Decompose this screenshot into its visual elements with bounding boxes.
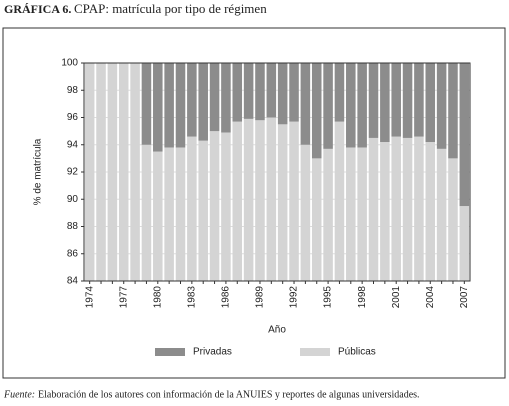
legend-label: Privadas bbox=[193, 347, 232, 358]
bar-segment bbox=[311, 63, 322, 159]
bar-segment bbox=[107, 63, 118, 281]
bar-segment bbox=[289, 121, 299, 282]
x-tick-label: 1995 bbox=[323, 286, 334, 309]
bar-segment bbox=[391, 63, 401, 137]
bar-segment bbox=[164, 147, 174, 281]
legend-swatch bbox=[155, 348, 185, 356]
bar-segment bbox=[368, 137, 379, 281]
bar-segment bbox=[448, 158, 458, 281]
bar-segment bbox=[346, 147, 356, 281]
bar-segment bbox=[402, 137, 413, 281]
bar-segment bbox=[277, 63, 288, 125]
bar-segment bbox=[266, 63, 277, 118]
bar-segment bbox=[255, 120, 265, 281]
bar-segment bbox=[232, 63, 243, 122]
y-tick-label: 94 bbox=[67, 139, 79, 150]
bar-segment bbox=[277, 124, 288, 281]
x-tick-label: 1989 bbox=[255, 286, 266, 309]
y-tick-label: 92 bbox=[67, 167, 79, 178]
bar-segment bbox=[311, 158, 322, 281]
x-tick-label: 1983 bbox=[186, 286, 197, 309]
bar-segment bbox=[243, 118, 254, 281]
x-tick-label: 2007 bbox=[459, 286, 470, 309]
x-tick-label: 1977 bbox=[118, 286, 129, 309]
bar-segment bbox=[323, 63, 333, 149]
bar-segment bbox=[209, 131, 220, 281]
bar-segment bbox=[300, 63, 311, 145]
source: Elaboración de los autores con informaci… bbox=[38, 389, 420, 400]
y-tick-label: 98 bbox=[67, 85, 79, 96]
bar-segment bbox=[164, 63, 174, 148]
y-axis-label: % de matrícula bbox=[33, 138, 44, 205]
x-tick-label: 1992 bbox=[289, 286, 300, 309]
bar-segment bbox=[300, 144, 311, 281]
frame bbox=[2, 27, 506, 379]
bar-segment bbox=[153, 63, 163, 152]
bar-segment bbox=[425, 63, 436, 143]
x-tick-label: 1998 bbox=[357, 286, 368, 309]
bar-segment bbox=[243, 63, 254, 119]
bar-segment bbox=[334, 63, 345, 122]
bar-segment bbox=[96, 63, 106, 281]
bar-segment bbox=[141, 144, 152, 281]
x-tick-label: 1986 bbox=[221, 286, 232, 309]
y-tick-label: 90 bbox=[67, 194, 79, 205]
bar-segment bbox=[402, 63, 413, 138]
plot-border bbox=[83, 62, 471, 282]
bar-segment bbox=[130, 63, 140, 281]
y-tick-label: 100 bbox=[61, 58, 78, 69]
bar-segment bbox=[425, 142, 436, 281]
x-tick-label: 2004 bbox=[425, 286, 436, 309]
y-tick-label: 84 bbox=[67, 276, 79, 287]
bar-segment bbox=[221, 63, 231, 133]
x-axis-label: Año bbox=[268, 325, 286, 336]
bar-segment bbox=[436, 63, 447, 149]
bar-segment bbox=[346, 63, 356, 148]
x-tick-label: 1980 bbox=[152, 286, 163, 309]
bar-segment bbox=[368, 63, 379, 138]
source-label: Fuente: bbox=[3, 389, 35, 400]
bar-segment bbox=[232, 121, 243, 282]
bar-segment bbox=[175, 147, 186, 281]
x-tick-label: 1974 bbox=[84, 286, 95, 309]
bar-segment bbox=[221, 132, 231, 281]
bar-segment bbox=[357, 147, 367, 281]
bar-segment bbox=[187, 63, 197, 137]
bar-segment bbox=[391, 136, 401, 281]
bar-segment bbox=[198, 63, 208, 141]
bar-segment bbox=[84, 63, 95, 281]
bar-segment bbox=[175, 63, 186, 148]
bar-segment bbox=[187, 136, 197, 281]
legend-swatch bbox=[300, 348, 330, 356]
bar-segment bbox=[459, 206, 470, 281]
bar-segment bbox=[380, 63, 390, 143]
bar-segment bbox=[209, 63, 220, 132]
bar-segment bbox=[380, 142, 390, 281]
chart-title: CPAP: matrícula por tipo de régimen bbox=[74, 1, 267, 16]
bar-segment bbox=[436, 148, 447, 281]
bar-segment bbox=[459, 63, 470, 207]
x-tick-label: 2001 bbox=[391, 286, 402, 309]
bar-segment bbox=[414, 63, 424, 137]
y-tick-label: 86 bbox=[67, 248, 79, 259]
bar-segment bbox=[323, 148, 333, 281]
bar-segment bbox=[414, 136, 424, 281]
bar-segment bbox=[198, 140, 208, 281]
bar-segment bbox=[118, 63, 129, 281]
bar-segment bbox=[357, 63, 367, 148]
legend-label: Públicas bbox=[338, 347, 376, 358]
bar-segment bbox=[448, 63, 458, 159]
bar-segment bbox=[266, 117, 277, 281]
bar-segment bbox=[255, 63, 265, 121]
chart-label: GRÁFICA 6. bbox=[4, 2, 71, 16]
bar-segment bbox=[289, 63, 299, 122]
bar-segment bbox=[141, 63, 152, 145]
bar-segment bbox=[334, 121, 345, 282]
y-tick-label: 88 bbox=[67, 221, 79, 232]
bar-segment bbox=[153, 151, 163, 281]
y-tick-label: 96 bbox=[67, 112, 79, 123]
